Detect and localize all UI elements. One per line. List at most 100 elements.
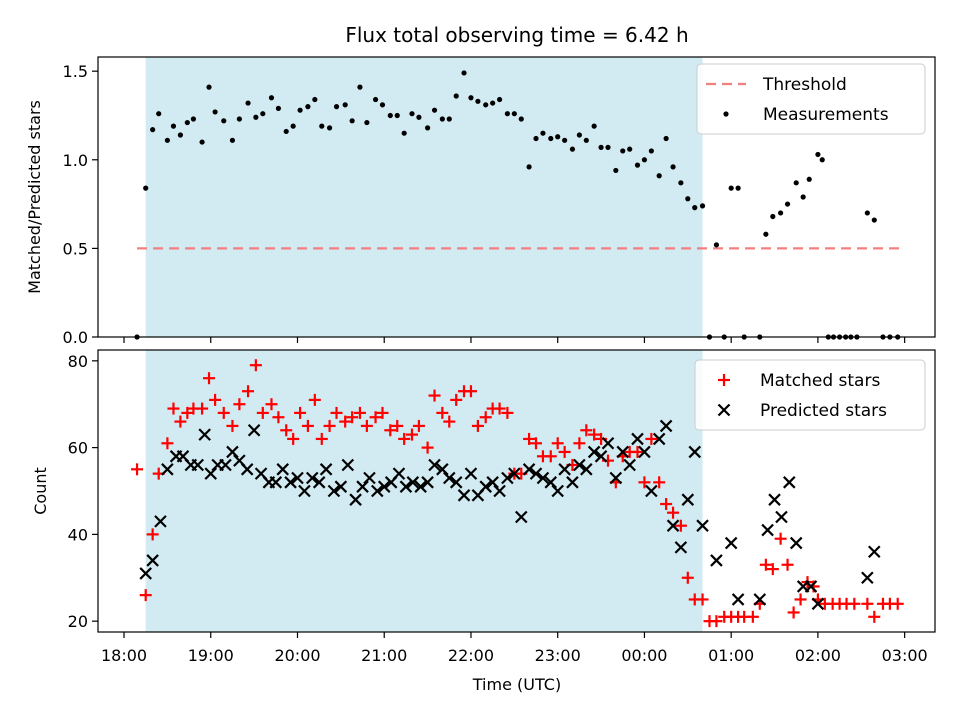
predicted-point [501, 471, 514, 485]
measurement-point [540, 130, 546, 136]
measurement-point [598, 144, 604, 150]
matched-point [249, 359, 262, 372]
predicted-point [631, 432, 644, 446]
measurement-point [379, 102, 386, 108]
predicted-point [594, 450, 608, 463]
predicted-point [775, 510, 788, 524]
predicted-point [428, 458, 441, 472]
legend-matched-swatch [718, 374, 730, 386]
measurement-point [496, 96, 503, 103]
measurement-point [555, 134, 561, 140]
measurement-point [424, 125, 431, 131]
measurement-point [770, 213, 776, 220]
measurement-point [548, 135, 554, 142]
measurement-point [212, 109, 218, 115]
matched-point [479, 411, 492, 424]
measurement-point [475, 98, 481, 104]
measurement-point [793, 180, 799, 186]
measurement-point [177, 132, 183, 138]
predicted-point [191, 458, 205, 472]
matched-point [346, 411, 359, 424]
measurement-point [150, 127, 156, 133]
x-tick-label: 18:00 [101, 646, 147, 665]
matched-point [653, 476, 666, 489]
matched-point [710, 615, 723, 628]
predicted-point [696, 519, 709, 532]
predicted-point [566, 476, 579, 489]
measurement-point [143, 185, 149, 191]
bottom-legend-box [694, 359, 926, 431]
measurement-point [591, 123, 597, 129]
top-measurements [134, 70, 901, 340]
x-tick-label: 22:00 [448, 646, 494, 665]
predicted-point [710, 554, 723, 567]
predicted-point [536, 471, 550, 485]
measurement-point [236, 116, 242, 122]
predicted-point [753, 593, 767, 606]
bottom-y-axis: 20 40 60 80 [68, 352, 98, 631]
measurement-point [815, 151, 821, 158]
measurement-point [763, 231, 769, 237]
predicted-point [198, 428, 211, 441]
matched-point [360, 419, 373, 432]
predicted-point [363, 471, 376, 485]
predicted-point [529, 467, 543, 480]
measurement-point [372, 96, 379, 103]
measurement-point [627, 146, 633, 152]
y-tick-label: 60 [68, 439, 88, 458]
bottom-predicted-points [139, 419, 881, 611]
predicted-point [573, 458, 586, 472]
top-y-axis: 0.0 0.5 1.0 1.5 [63, 62, 98, 347]
matched-point [301, 419, 314, 432]
measurement-point [290, 123, 296, 129]
x-tick-label: 21:00 [361, 646, 407, 665]
measurement-point [190, 116, 197, 122]
predicted-point [161, 463, 174, 476]
x-tick-label: 03:00 [882, 646, 928, 665]
bottom-panel: 20 40 60 80 18:00 19:00 20:00 21:00 22:00 23:00 0… [31, 349, 936, 694]
matched-point [544, 450, 557, 463]
measurement-point [784, 201, 791, 207]
legend-threshold-label: Threshold [762, 75, 847, 95]
measurement-point [387, 112, 393, 119]
measurement-point [156, 111, 162, 117]
predicted-point [659, 419, 673, 433]
legend-matched-label: Matched stars [760, 371, 880, 391]
predicted-point [724, 536, 738, 550]
matched-point [746, 610, 759, 623]
predicted-point [312, 476, 326, 489]
predicted-point [298, 484, 311, 498]
matched-point [645, 432, 658, 445]
predicted-point [247, 423, 261, 437]
measurement-point [819, 157, 825, 163]
matched-point [339, 415, 352, 428]
measurement-point [670, 164, 676, 170]
measurement-point [439, 116, 445, 122]
matched-point [174, 415, 187, 428]
measurement-point [364, 119, 370, 126]
matched-point [794, 593, 807, 606]
matched-point [242, 385, 255, 398]
measurement-point [871, 217, 877, 223]
matched-point [558, 445, 571, 458]
predicted-point [789, 536, 803, 550]
measurement-point [305, 104, 311, 110]
chart-title: Flux total observing time = 6.42 h [345, 23, 688, 47]
measurement-point [490, 100, 496, 106]
predicted-point [868, 545, 881, 559]
matched-point [405, 428, 418, 441]
x-tick-label: 23:00 [535, 646, 581, 665]
predicted-point [804, 580, 818, 593]
predicted-point [269, 476, 283, 489]
matched-point [674, 519, 687, 532]
matched-point [217, 406, 230, 419]
top-legend: Threshold Measurements [696, 63, 926, 135]
predicted-point [761, 523, 774, 537]
predicted-point [399, 480, 413, 493]
measurement-point [357, 84, 363, 90]
measurement-point [253, 114, 259, 120]
measurement-point [326, 125, 333, 131]
matched-point [146, 528, 159, 541]
matched-point [436, 406, 449, 419]
measurement-point [583, 137, 589, 143]
